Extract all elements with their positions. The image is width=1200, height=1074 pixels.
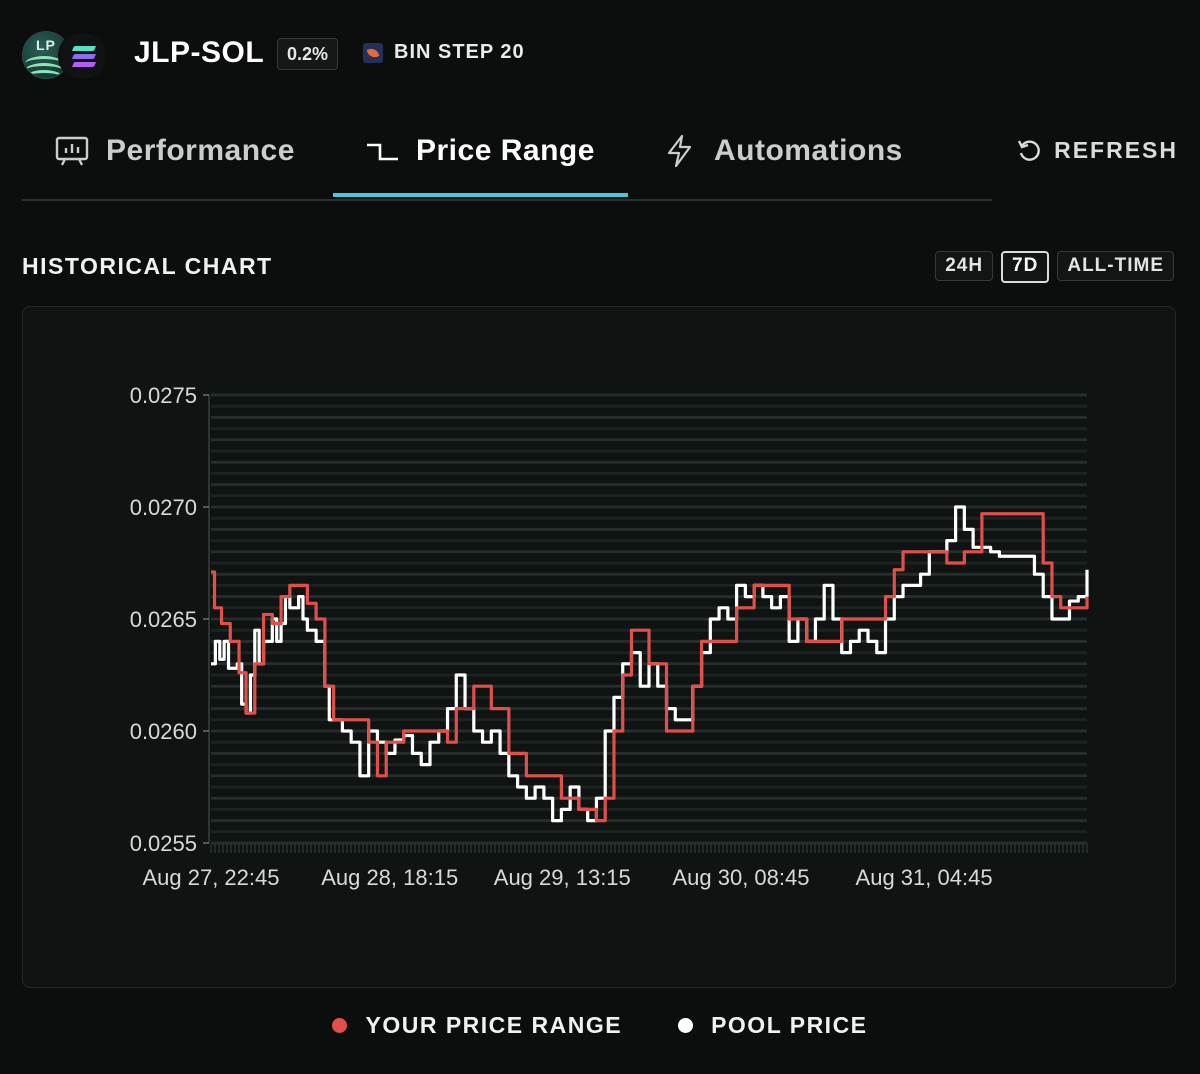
legend-pool-dot bbox=[678, 1018, 694, 1033]
refresh-button[interactable]: REFRESH bbox=[1016, 136, 1178, 164]
range-all-time-button[interactable]: ALL-TIME bbox=[1057, 251, 1174, 281]
chart-board-icon bbox=[55, 136, 89, 166]
y-tick-label: 0.0270 bbox=[130, 495, 197, 520]
tabs-divider bbox=[22, 199, 992, 201]
tab-automations[interactable]: Automations bbox=[662, 128, 903, 174]
time-range-selector: 24H 7D ALL-TIME bbox=[935, 251, 1174, 283]
x-tick-label: Aug 27, 22:45 bbox=[142, 865, 279, 890]
range-7d-button[interactable]: 7D bbox=[1001, 251, 1050, 283]
refresh-icon bbox=[1018, 140, 1040, 161]
pair-title: JLP-SOL bbox=[134, 36, 265, 69]
chart-card: 0.0275 0.0270 0.0265 0.0260 0.0255 Aug 27, 22… bbox=[22, 306, 1176, 988]
y-tick-label: 0.0260 bbox=[130, 719, 197, 744]
historical-chart-title: HISTORICAL CHART bbox=[22, 253, 273, 279]
sol-logo-icon bbox=[58, 31, 108, 81]
legend-range-dot bbox=[332, 1018, 348, 1033]
tab-automations-label: Automations bbox=[714, 134, 903, 167]
series-your-price-range-line bbox=[211, 512, 1089, 823]
pool-header: LP JLP-SOL 0.2% BIN STEP 20 bbox=[22, 28, 1178, 82]
price-chart: 0.0275 0.0270 0.0265 0.0260 0.0255 Aug 27, 22… bbox=[130, 383, 1089, 890]
bin-step-icon bbox=[363, 43, 383, 63]
tab-performance-label: Performance bbox=[106, 134, 295, 167]
active-tab-indicator bbox=[333, 193, 628, 197]
y-tick-label: 0.0255 bbox=[130, 831, 197, 856]
x-tick-label: Aug 31, 04:45 bbox=[856, 865, 993, 890]
chart-legend: YOUR PRICE RANGE POOL PRICE bbox=[0, 1012, 1200, 1039]
lightning-icon bbox=[667, 134, 692, 168]
y-tick-label: 0.0275 bbox=[130, 383, 197, 408]
step-line-icon bbox=[367, 143, 398, 161]
fee-badge: 0.2% bbox=[277, 38, 339, 70]
legend-range-label: YOUR PRICE RANGE bbox=[365, 1012, 623, 1038]
y-tick-label: 0.0265 bbox=[130, 607, 197, 632]
lp-logo-text: LP bbox=[36, 37, 56, 53]
tab-bar: Performance Price Range Automations REFR… bbox=[22, 108, 1178, 201]
refresh-label: REFRESH bbox=[1054, 136, 1178, 163]
x-tick-label: Aug 28, 18:15 bbox=[321, 865, 458, 890]
x-tick-label: Aug 29, 13:15 bbox=[494, 865, 631, 890]
legend-pool-price: POOL PRICE bbox=[678, 1012, 867, 1039]
legend-your-price-range: YOUR PRICE RANGE bbox=[332, 1012, 622, 1039]
range-24h-button[interactable]: 24H bbox=[935, 251, 994, 281]
x-tick-label: Aug 30, 08:45 bbox=[672, 865, 809, 890]
tab-performance[interactable]: Performance bbox=[54, 128, 295, 174]
legend-pool-label: POOL PRICE bbox=[711, 1012, 868, 1038]
bin-step-label: BIN STEP 20 bbox=[394, 41, 525, 63]
tab-price-range-label: Price Range bbox=[416, 134, 595, 167]
tab-price-range[interactable]: Price Range bbox=[364, 128, 595, 174]
